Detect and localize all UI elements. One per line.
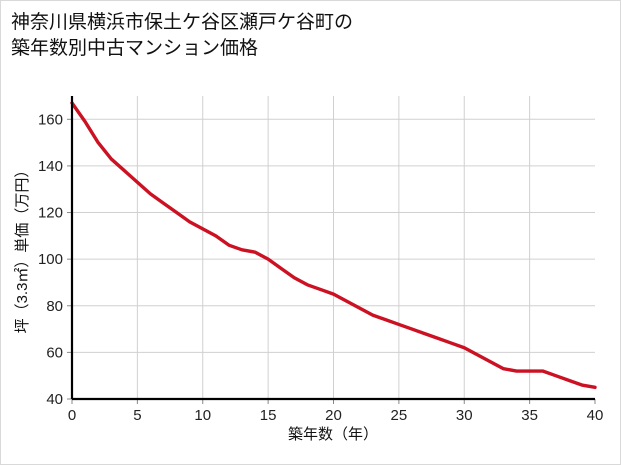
- price-line-series: [70, 101, 597, 390]
- gridlines-group: [72, 96, 595, 399]
- y-tick-label: 60: [46, 344, 63, 361]
- x-tick-label: 10: [194, 407, 211, 424]
- x-tick-label: 40: [587, 407, 604, 424]
- y-tick-label: 80: [46, 298, 63, 315]
- x-tick-label: 25: [391, 407, 408, 424]
- y-axis-title: 坪（3.3㎡）単価（万円）: [14, 163, 31, 334]
- y-tick-label: 120: [38, 205, 63, 222]
- chart-title: 神奈川県横浜市保土ケ谷区瀬戸ケ谷町の 築年数別中古マンション価格: [11, 12, 354, 59]
- y-tick-label: 160: [38, 111, 63, 128]
- x-tick-label: 15: [260, 407, 277, 424]
- x-axis-ticks-group: 0 5 10 15 20 25 30 35 40: [68, 399, 604, 424]
- x-tick-label: 35: [521, 407, 538, 424]
- x-tick-label: 20: [325, 407, 342, 424]
- x-axis-title: 築年数（年）: [288, 425, 378, 443]
- y-tick-label: 40: [46, 391, 63, 408]
- y-tick-label: 100: [38, 251, 63, 268]
- x-tick-label: 30: [456, 407, 473, 424]
- x-tick-label: 0: [68, 407, 76, 424]
- y-axis-ticks-group: 40 60 80 100 120 140 160: [38, 111, 72, 408]
- x-tick-label: 5: [133, 407, 141, 424]
- y-tick-label: 140: [38, 158, 63, 175]
